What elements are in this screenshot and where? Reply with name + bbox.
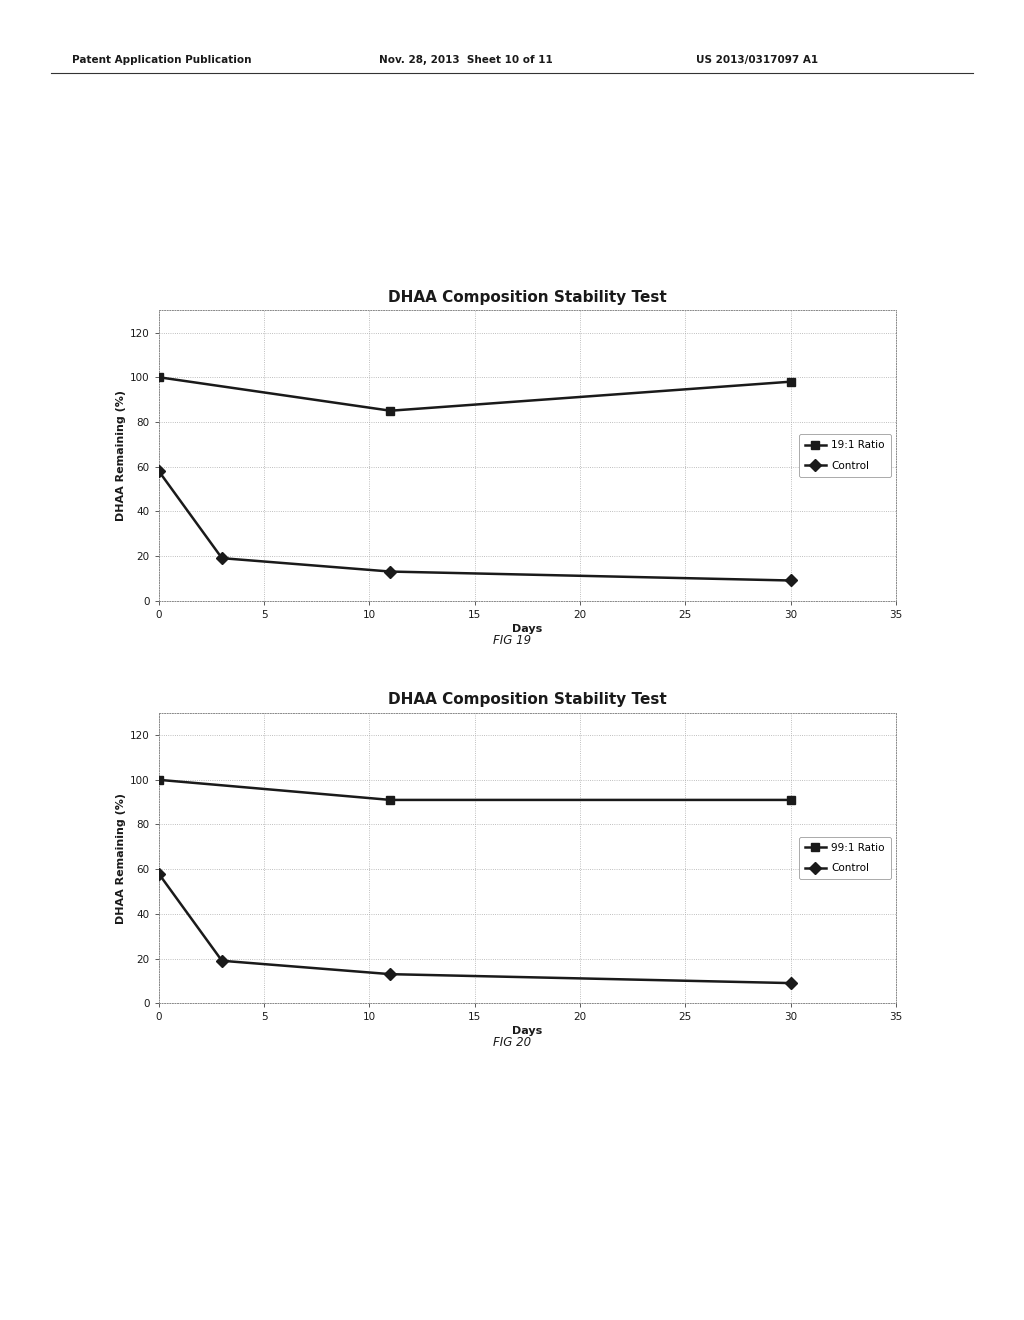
Control [784, 573, 797, 589]
Control [153, 866, 165, 882]
Control [216, 550, 228, 566]
X-axis label: Days: Days [512, 1027, 543, 1036]
Text: Nov. 28, 2013  Sheet 10 of 11: Nov. 28, 2013 Sheet 10 of 11 [379, 55, 553, 66]
Title: DHAA Composition Stability Test: DHAA Composition Stability Test [388, 290, 667, 305]
99:1 Ratio [784, 792, 797, 808]
Text: FIG 20: FIG 20 [493, 1036, 531, 1049]
19:1 Ratio [153, 370, 165, 385]
Text: FIG 19: FIG 19 [493, 634, 531, 647]
Line: Control: Control [155, 870, 795, 987]
Y-axis label: DHAA Remaining (%): DHAA Remaining (%) [116, 792, 126, 924]
19:1 Ratio [384, 403, 396, 418]
Line: Control: Control [155, 467, 795, 585]
99:1 Ratio [153, 772, 165, 788]
Control [384, 564, 396, 579]
99:1 Ratio [384, 792, 396, 808]
Text: Patent Application Publication: Patent Application Publication [72, 55, 251, 66]
Text: US 2013/0317097 A1: US 2013/0317097 A1 [696, 55, 818, 66]
Legend: 19:1 Ratio, Control: 19:1 Ratio, Control [799, 434, 891, 477]
Control [384, 966, 396, 982]
Control [784, 975, 797, 991]
Line: 99:1 Ratio: 99:1 Ratio [155, 776, 795, 804]
Control [153, 463, 165, 479]
Legend: 99:1 Ratio, Control: 99:1 Ratio, Control [799, 837, 891, 879]
Title: DHAA Composition Stability Test: DHAA Composition Stability Test [388, 693, 667, 708]
Control [216, 953, 228, 969]
Line: 19:1 Ratio: 19:1 Ratio [155, 374, 795, 414]
19:1 Ratio [784, 374, 797, 389]
Y-axis label: DHAA Remaining (%): DHAA Remaining (%) [116, 389, 126, 521]
X-axis label: Days: Days [512, 624, 543, 634]
